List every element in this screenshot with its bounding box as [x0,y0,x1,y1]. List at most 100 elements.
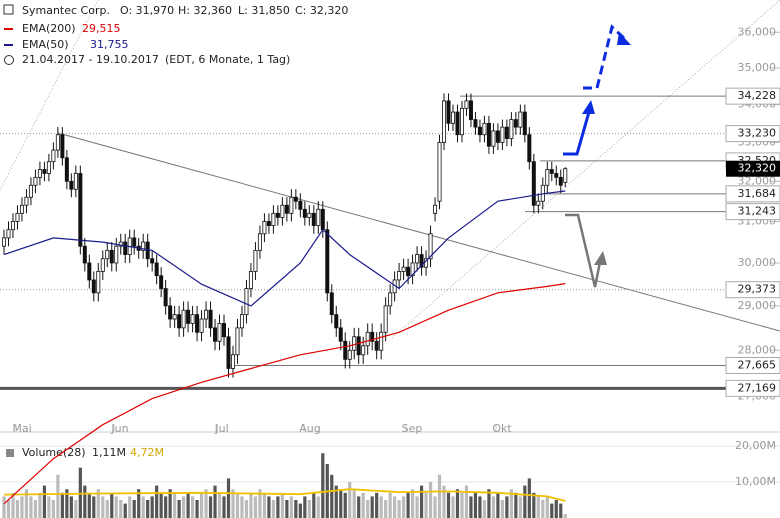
y-tick-label: 32,000 [738,174,777,187]
level-box [725,356,780,374]
y-tick-label: 29,000 [738,299,777,312]
volume-bar [370,496,374,518]
volume-bar [182,496,186,518]
volume-bar [397,500,401,518]
volume-bar [352,489,356,518]
volume-ma-last: 4,72M [130,446,164,459]
volume-bar [402,496,406,518]
volume-bar [29,496,33,518]
level-box [725,87,780,105]
volume-bar [285,500,289,518]
level-label: 31,243 [738,205,777,218]
low: L: 31,850 [238,4,290,17]
volume-bar [213,485,217,518]
volume-bar [24,489,29,518]
volume-bar [482,500,487,518]
candle-body [433,204,438,214]
candle-body [320,208,325,231]
candle-body [69,180,74,190]
candle-body [307,212,312,218]
candle-body [141,241,146,251]
volume-bar [496,492,500,518]
candle-body [468,100,473,120]
arrowhead [594,251,607,265]
volume-bar [168,489,172,518]
volume-bar [186,492,190,518]
volume-bar [137,489,141,518]
volume-bar [69,496,73,518]
candle-body [477,126,482,136]
y-tick-label: 10,00M [735,475,776,488]
candle-body [163,288,168,307]
candle-body [19,204,24,214]
candle-body [42,169,47,174]
candle-body [248,271,253,289]
candle-body [293,196,298,202]
candle-body [522,111,527,136]
candle-body [563,168,568,183]
annotations [0,0,780,433]
arrows: 34,22833,23032,52031,68431,24329,37327,6… [563,24,780,397]
volume-bar [437,474,442,518]
volume-bar [231,489,235,518]
volume-bar [289,496,293,518]
candle-body [230,354,235,369]
candle-body [275,212,280,218]
candle-body [473,119,478,128]
chart-info: (EDT, 6 Monate, 1 Tag) [165,53,290,66]
level-box [725,203,780,221]
candle-body [118,241,123,247]
candle-body [302,208,307,218]
volume-bar [464,485,469,518]
candle-body [486,122,491,147]
volume-bar [406,492,410,518]
level-label: 31,684 [738,187,777,200]
candle-body [96,271,101,294]
volume-bar [195,500,199,518]
volume-bar [83,485,87,518]
y-tick-label: 36,000 [738,25,777,38]
volume-bar [204,489,208,518]
candle-body [329,292,334,316]
candle-body [33,176,38,186]
volume-bar [509,489,513,518]
candle-body [289,196,294,214]
arrow [563,111,591,156]
level-label: 34,228 [738,89,777,102]
volume-bar [446,492,451,518]
volume-bar [146,500,150,518]
candle-body [154,262,159,277]
candle-body [37,169,42,178]
volume-bar [487,489,491,518]
volume-bar [294,500,298,518]
candle-body [298,200,303,210]
volume-bar [460,492,464,518]
candle-body [419,254,424,268]
candle-body [374,340,379,351]
candle-body [311,212,316,226]
volume-bar [20,496,24,518]
volume-bar [415,496,419,518]
volume-bar [96,489,100,518]
candle-body [338,327,343,342]
candle-body [446,100,451,124]
level-box [725,185,780,203]
volume-bar [78,467,82,518]
candle-body [280,204,285,218]
candle-body [428,233,433,260]
candle-body [509,119,514,139]
level-label: 29,373 [738,283,777,296]
volume-bar [253,496,258,518]
candle-body [558,176,563,186]
volume-bar [393,496,397,518]
volume-bar [128,496,132,518]
volume-bar [491,496,496,518]
volume-bar [518,496,522,518]
volume-bar [419,485,424,518]
volume-bar [442,485,446,518]
candle-body [356,336,361,356]
volume-bar [132,500,136,518]
x-tick-label: Jul [214,422,228,435]
last-price-box [726,160,780,177]
